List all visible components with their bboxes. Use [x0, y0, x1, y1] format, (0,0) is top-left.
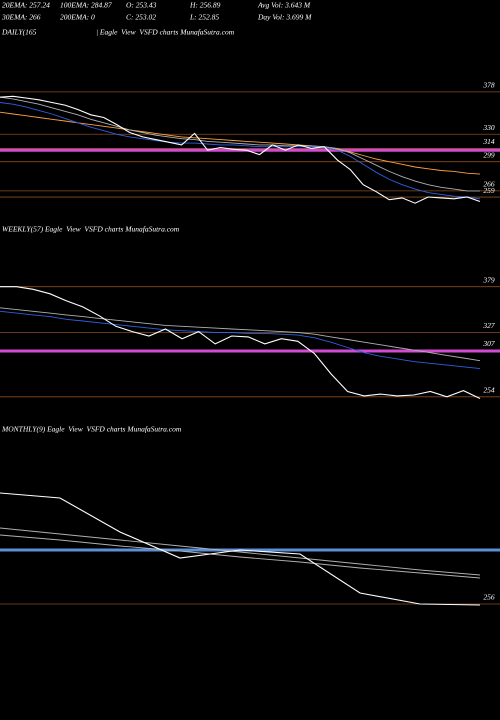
- header-stat: 20EMA: 257.24: [2, 1, 50, 10]
- price-line: [0, 286, 481, 399]
- price-line: [0, 307, 481, 362]
- level-label: 259: [483, 186, 495, 195]
- price-line: [0, 102, 481, 200]
- level-label: 327: [482, 321, 495, 330]
- level-label: 299: [483, 150, 495, 159]
- header-stat: C: 253.02: [126, 13, 156, 22]
- level-label: 254: [483, 386, 495, 395]
- level-label: 330: [482, 123, 495, 132]
- panel-title: MONTHLY(9) Eagle View VSFD charts Munafa…: [1, 425, 182, 434]
- header-stat: O: 253.43: [126, 1, 157, 10]
- header-stat: 100EMA: 284.87: [60, 1, 112, 10]
- price-line: [0, 527, 481, 576]
- level-label: 378: [482, 81, 495, 90]
- header-stat: L: 252.85: [189, 13, 219, 22]
- panel-subtitle: | Eagle View VSFD charts MunafaSutra.com: [96, 28, 235, 37]
- panel-title: DAILY(165: [1, 28, 37, 37]
- price-line: [0, 96, 480, 192]
- price-line: [0, 310, 481, 370]
- header-stat: 30EMA: 266: [1, 13, 41, 22]
- header-stat: H: 256.89: [189, 1, 221, 10]
- panel-title: WEEKLY(57) Eagle View VSFD charts Munafa…: [2, 225, 180, 234]
- price-line: [0, 95, 481, 204]
- price-line: [0, 534, 481, 579]
- level-label: 314: [482, 137, 495, 146]
- level-label: 379: [482, 275, 495, 284]
- level-label: 256: [483, 593, 495, 602]
- price-line: [0, 492, 481, 606]
- header-stat: 200EMA: 0: [60, 13, 95, 22]
- header-stat: Day Vol: 3.699 M: [257, 13, 312, 22]
- header-stat: Avg Vol: 3.643 M: [257, 1, 311, 10]
- level-label: 266: [483, 180, 495, 189]
- level-label: 307: [482, 339, 495, 348]
